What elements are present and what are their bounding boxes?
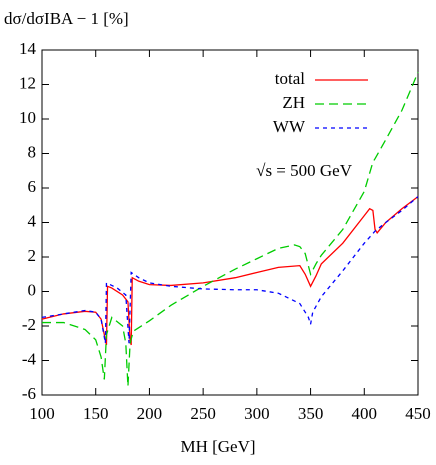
y-tick-label: 14	[19, 39, 37, 58]
x-axis-label: MH [GeV]	[180, 437, 255, 456]
plot-frame	[41, 49, 419, 396]
y-tick-label: 0	[28, 280, 37, 299]
legend-label: total	[275, 69, 305, 88]
annotation: √s = 500 GeV	[256, 161, 353, 180]
x-tick-label: 300	[244, 404, 270, 423]
legend-label: WW	[273, 117, 306, 136]
y-tick-label: -6	[22, 384, 36, 403]
series-line	[41, 196, 419, 346]
y-tick-label: 4	[28, 211, 37, 230]
x-tick-label: 100	[29, 404, 55, 423]
x-tick-label: 150	[83, 404, 109, 423]
y-tick-label: -4	[22, 349, 37, 368]
series-line	[41, 196, 419, 344]
x-tick-label: 200	[137, 404, 163, 423]
y-axis-label: dσ/dσIBA − 1 [%]	[4, 9, 129, 28]
y-tick-label: 12	[19, 73, 36, 92]
y-tick-label: 2	[28, 246, 37, 265]
x-tick-label: 450	[405, 404, 431, 423]
y-tick-label: 8	[28, 142, 37, 161]
series-line	[42, 72, 419, 387]
x-tick-label: 250	[190, 404, 216, 423]
y-tick-label: 10	[19, 108, 36, 127]
legend-label: ZH	[282, 93, 305, 112]
x-tick-label: 400	[352, 404, 378, 423]
y-tick-label: 6	[28, 177, 37, 196]
x-tick-label: 350	[298, 404, 324, 423]
y-tick-label: -2	[22, 315, 36, 334]
